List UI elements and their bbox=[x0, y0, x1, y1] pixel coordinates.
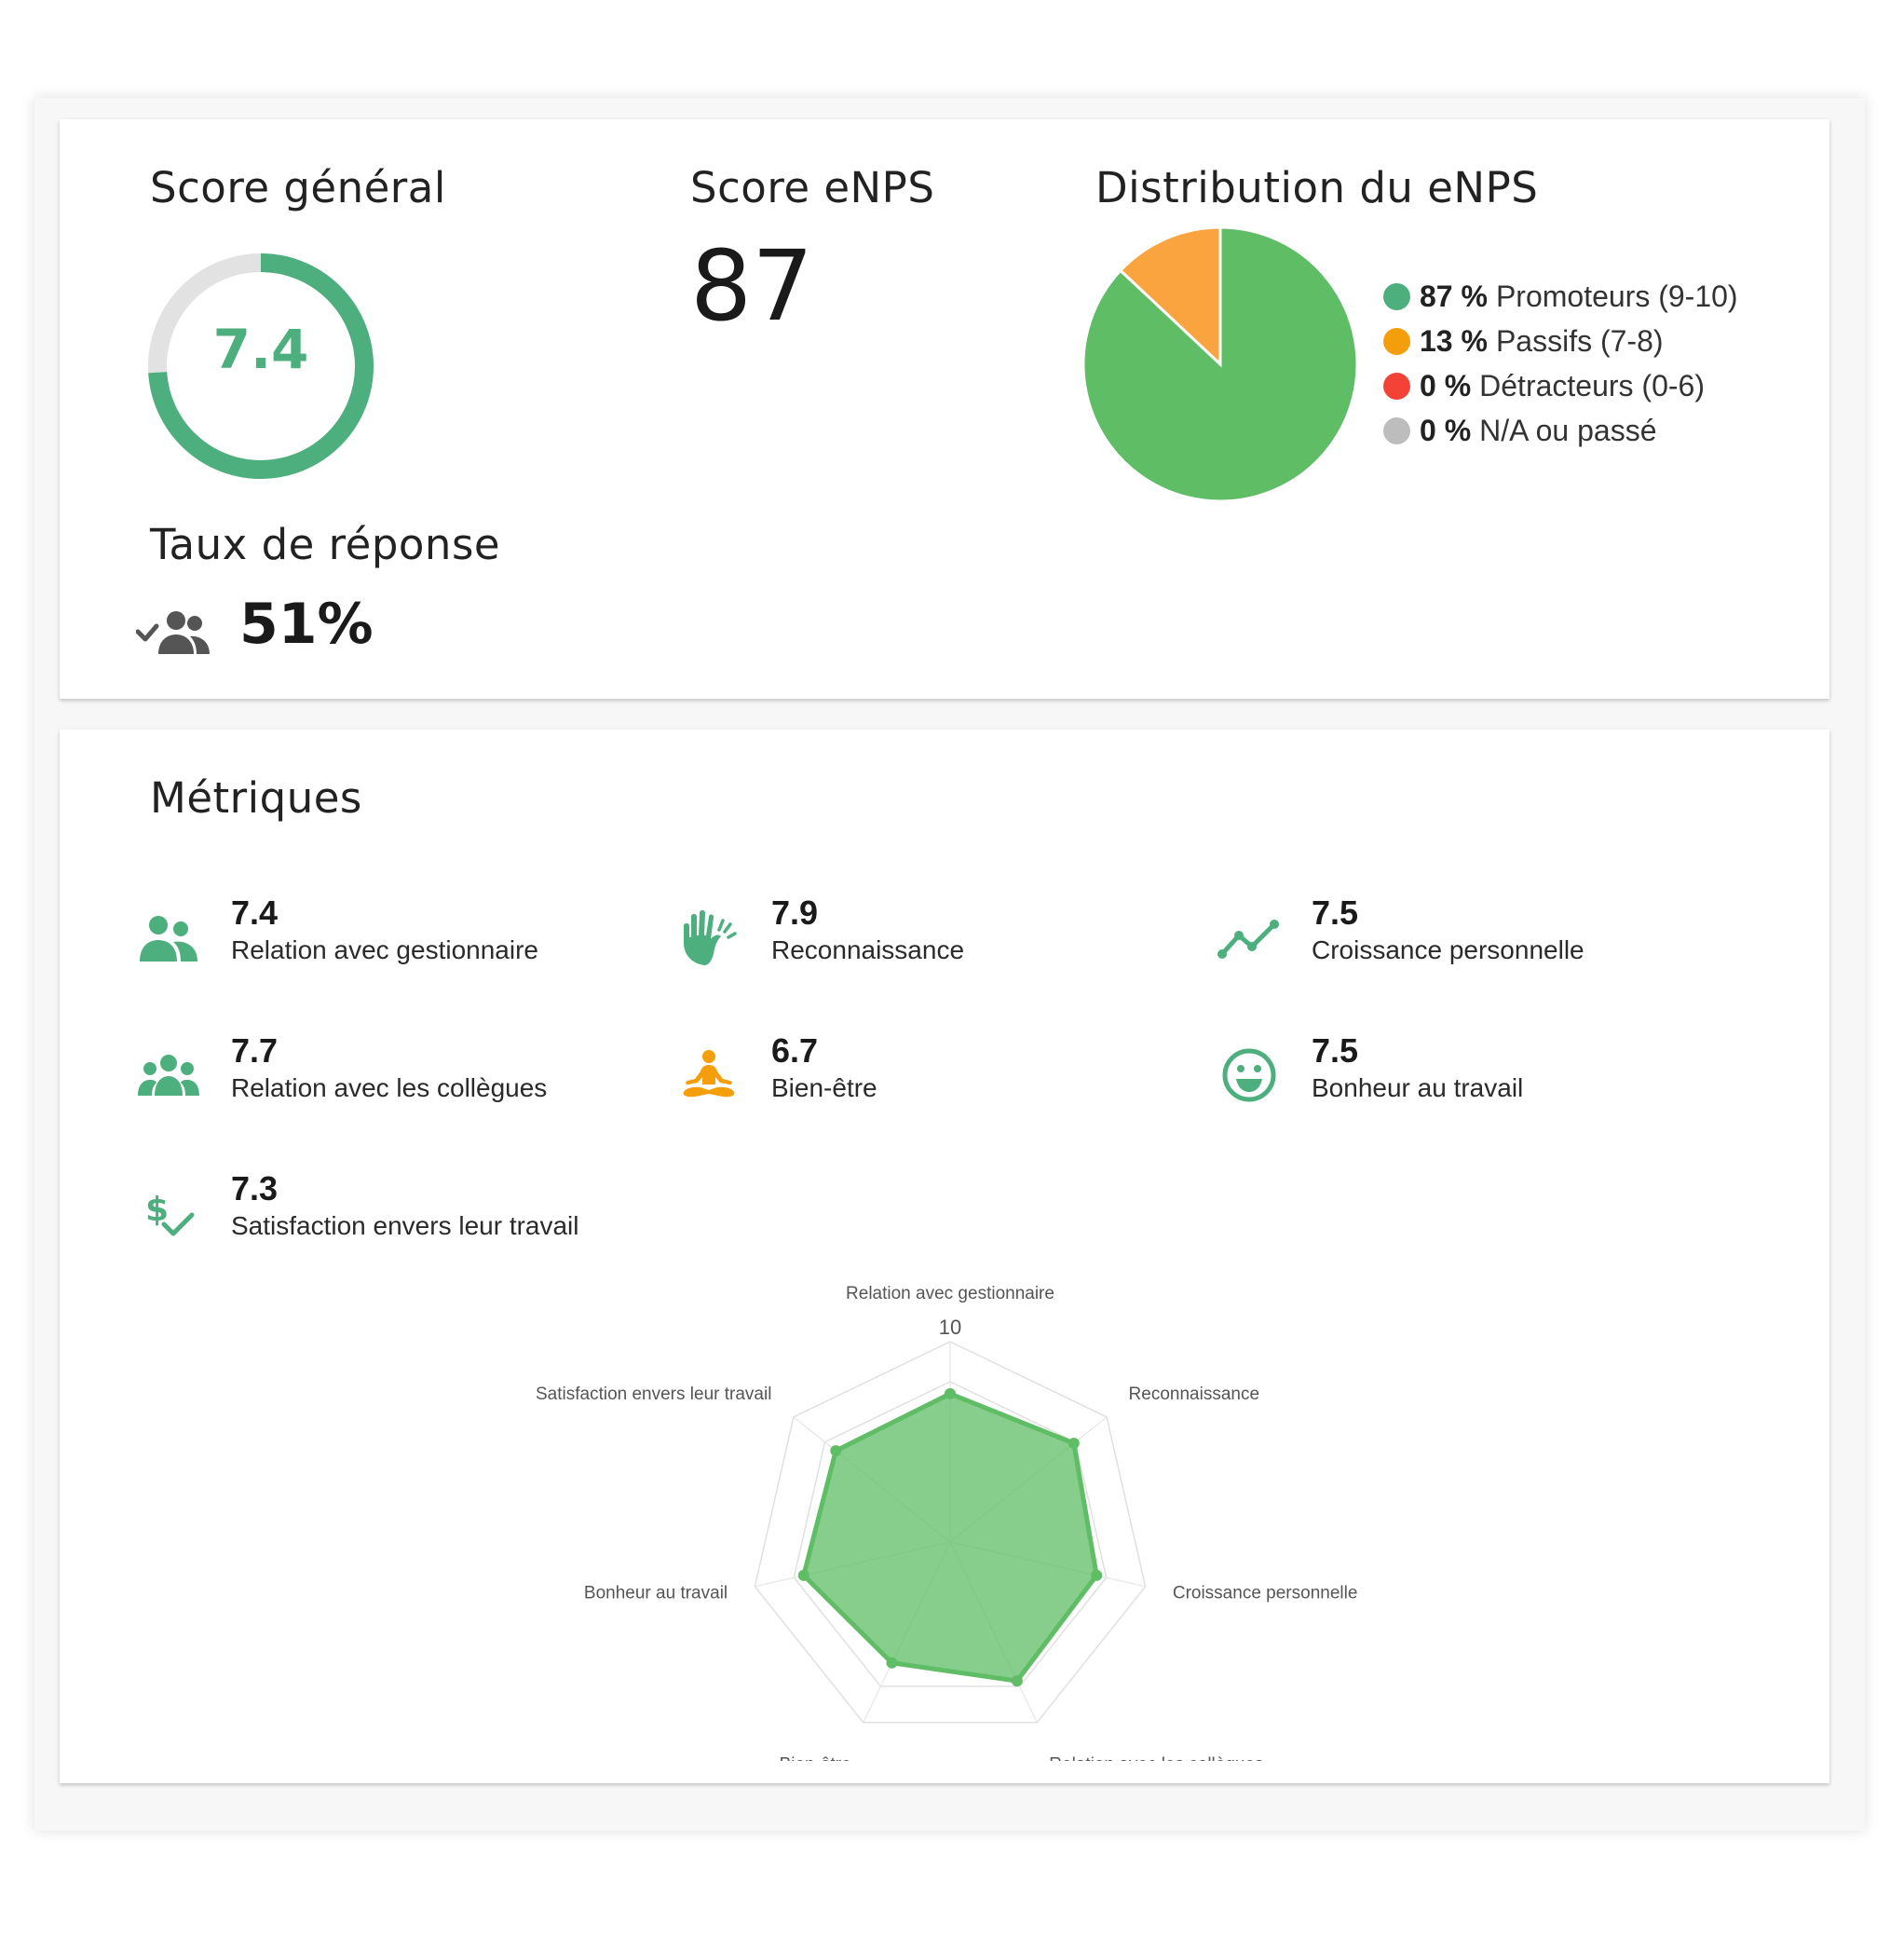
legend-dot-green bbox=[1383, 282, 1410, 310]
legend-label: Promoteurs (9-10) bbox=[1495, 279, 1738, 313]
metric-wellbeing: 6.7 Bien-être bbox=[676, 1032, 1198, 1125]
radar-axis-label: Relation avec les collègues bbox=[1049, 1755, 1263, 1761]
legend-item-detractors: 0 % Détracteurs (0-6) bbox=[1383, 367, 1705, 404]
respondents-icon bbox=[136, 611, 210, 654]
radar-axis-label: Bonheur au travail bbox=[584, 1584, 728, 1603]
metric-label: Reconnaissance bbox=[771, 935, 965, 964]
radar-data-point bbox=[1091, 1569, 1103, 1581]
pie-slice-passives bbox=[1118, 225, 1222, 368]
legend-pct: 13 % bbox=[1420, 323, 1488, 358]
metric-label: Satisfaction envers leur travail bbox=[231, 1211, 579, 1240]
radar-data-point bbox=[797, 1569, 809, 1581]
colleagues-icon bbox=[138, 1055, 199, 1096]
enps-distribution-title: Distribution du eNPS bbox=[1095, 163, 1539, 212]
enps-pie-chart bbox=[1081, 225, 1359, 503]
metric-value: 6.7 bbox=[771, 1031, 819, 1070]
overall-score-title: Score général bbox=[150, 163, 446, 212]
metric-value: 7.7 bbox=[231, 1031, 279, 1070]
radar-axis-label: Croissance personnelle bbox=[1173, 1584, 1358, 1603]
radar-data-point bbox=[945, 1387, 956, 1399]
metric-personal-growth: 7.5 Croissance personnelle bbox=[1217, 894, 1738, 988]
legend-label: N/A ou passé bbox=[1479, 413, 1657, 447]
radar-grid-ring bbox=[754, 1341, 1147, 1724]
metric-label: Relation avec les collègues bbox=[231, 1073, 548, 1102]
legend-item-passives: 13 % Passifs (7-8) bbox=[1383, 322, 1664, 360]
overall-score-value: 7.4 bbox=[212, 318, 309, 381]
metrics-radar-chart: 10 Relation avec gestionnaire Reconnaissan… bbox=[536, 1284, 1358, 1761]
metric-label: Bien-être bbox=[771, 1073, 877, 1102]
radar-axis-label: Bien-être bbox=[780, 1755, 851, 1761]
meditation-icon bbox=[683, 1050, 735, 1098]
radar-axis-label: Reconnaissance bbox=[1129, 1385, 1259, 1404]
enps-score-value: 87 bbox=[690, 229, 814, 343]
metric-recognition: 7.9 Reconnaissance bbox=[676, 894, 1198, 988]
smiley-icon bbox=[1222, 1048, 1276, 1102]
radar-grid-ring bbox=[793, 1381, 1108, 1687]
enps-score-title: Score eNPS bbox=[690, 163, 935, 212]
metric-label: Relation avec gestionnaire bbox=[231, 935, 538, 964]
metric-manager-relation: 7.4 Relation avec gestionnaire bbox=[136, 894, 658, 988]
radar-data-point bbox=[1068, 1438, 1080, 1450]
metric-happiness: 7.5 Bonheur au travail bbox=[1217, 1032, 1738, 1125]
radar-axis-label: Relation avec gestionnaire bbox=[846, 1284, 1054, 1303]
pie-slice-promoters bbox=[1081, 225, 1359, 503]
metric-value: 7.9 bbox=[771, 893, 819, 932]
legend-label: Détracteurs (0-6) bbox=[1479, 368, 1705, 402]
legend-dot-red bbox=[1383, 372, 1410, 400]
overall-score-gauge bbox=[148, 253, 374, 479]
metric-value: 7.3 bbox=[231, 1169, 279, 1207]
legend-dot-orange bbox=[1383, 327, 1410, 355]
legend-item-promoters: 87 % Promoteurs (9-10) bbox=[1383, 278, 1738, 315]
radar-data-point bbox=[1011, 1675, 1023, 1687]
radar-series-area bbox=[801, 1391, 1099, 1684]
radar-data-point bbox=[886, 1657, 898, 1669]
metric-value: 7.5 bbox=[1312, 893, 1359, 932]
response-rate-title: Taux de réponse bbox=[150, 520, 501, 569]
legend-label: Passifs (7-8) bbox=[1495, 323, 1664, 358]
metric-value: 7.4 bbox=[231, 893, 279, 932]
legend-pct: 87 % bbox=[1420, 279, 1488, 313]
metric-label: Bonheur au travail bbox=[1312, 1073, 1524, 1102]
metric-colleague-relation: 7.7 Relation avec les collègues bbox=[136, 1032, 658, 1125]
gauge-arc bbox=[148, 253, 374, 479]
money-check-icon: $ bbox=[145, 1191, 195, 1236]
response-rate-value: 51% bbox=[239, 592, 374, 657]
radar-tick-label: 10 bbox=[939, 1316, 961, 1339]
legend-pct: 0 % bbox=[1420, 413, 1472, 447]
metrics-title: Métriques bbox=[150, 773, 362, 823]
metric-value: 7.5 bbox=[1312, 1031, 1359, 1070]
radar-axis-label: Satisfaction envers leur travail bbox=[536, 1385, 771, 1404]
metric-label: Croissance personnelle bbox=[1312, 935, 1584, 964]
radar-data-point bbox=[830, 1445, 842, 1457]
manager-icon bbox=[140, 916, 197, 962]
growth-trend-icon bbox=[1217, 920, 1279, 959]
clapping-hands-icon bbox=[684, 910, 737, 965]
legend-pct: 0 % bbox=[1420, 368, 1472, 402]
legend-dot-grey bbox=[1383, 416, 1410, 444]
metric-job-satisfaction: $ 7.3 Satisfaction envers leur travail bbox=[136, 1170, 658, 1263]
legend-item-na: 0 % N/A ou passé bbox=[1383, 412, 1656, 449]
